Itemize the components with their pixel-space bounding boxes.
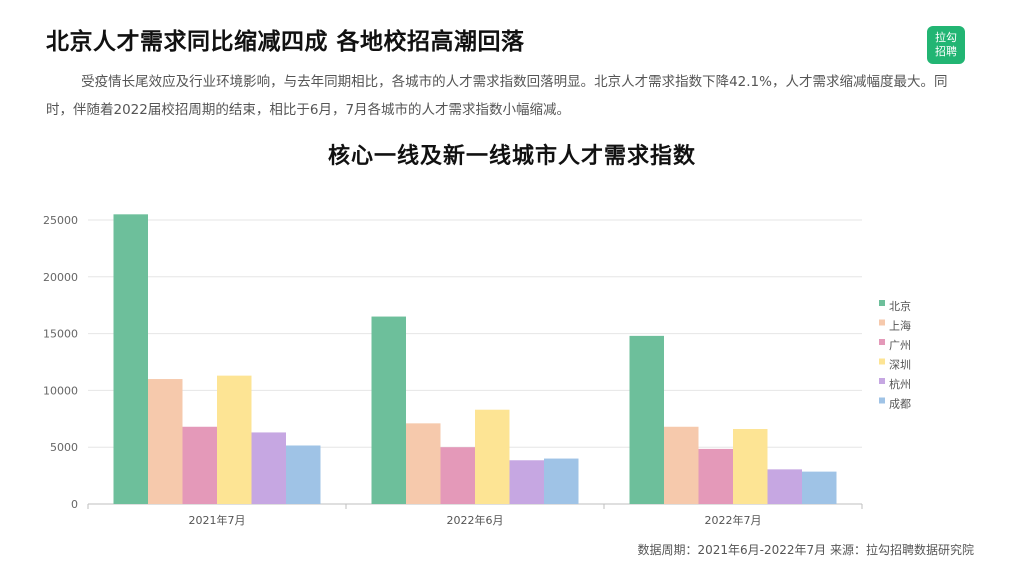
legend-label: 深圳	[889, 359, 911, 372]
x-tick-label: 2022年7月	[705, 513, 762, 527]
y-tick-label: 20000	[43, 271, 78, 284]
x-tick-label: 2021年7月	[189, 513, 246, 527]
y-tick-label: 25000	[43, 214, 78, 227]
source-note: 数据周期：2021年6月-2022年7月 来源：拉勾招聘数据研究院	[637, 543, 975, 557]
legend-swatch	[879, 358, 885, 365]
bar-上海	[148, 379, 183, 504]
bar-上海	[664, 426, 699, 504]
bar-杭州	[251, 432, 286, 504]
intro-paragraph: 受疫情长尾效应及行业环境影响，与去年同期相比，各城市的人才需求指数回落明显。北京…	[46, 74, 948, 118]
bar-深圳	[475, 409, 510, 504]
bar-深圳	[217, 375, 252, 504]
legend-label: 广州	[889, 339, 911, 352]
y-tick-label: 0	[71, 498, 78, 511]
lagou-logo: 拉勾 招聘	[927, 26, 965, 64]
bar-杭州	[509, 460, 544, 504]
bar-成都	[802, 471, 837, 504]
chart-title: 核心一线及新一线城市人才需求指数	[327, 144, 696, 169]
legend-swatch	[879, 378, 885, 384]
legend-swatch	[879, 319, 885, 326]
legend-swatch	[879, 397, 885, 404]
bar-成都	[544, 458, 579, 504]
legend-label: 成都	[889, 398, 911, 411]
legend-label: 杭州	[889, 377, 911, 391]
logo-line-2: 招聘	[935, 45, 957, 58]
legend-label: 北京	[889, 299, 911, 313]
bar-广州	[440, 447, 475, 504]
bar-深圳	[733, 429, 768, 504]
y-tick-label: 5000	[50, 441, 78, 454]
legend-swatch	[879, 300, 885, 306]
bar-广州	[698, 448, 733, 504]
legend-swatch	[879, 339, 885, 345]
y-tick-label: 10000	[43, 384, 78, 397]
y-tick-label: 15000	[43, 328, 78, 341]
legend-label: 上海	[889, 319, 911, 333]
logo-line-1: 拉勾	[935, 31, 957, 44]
bar-杭州	[767, 469, 802, 504]
bar-成都	[286, 445, 321, 504]
bar-北京	[113, 214, 148, 504]
bar-广州	[182, 426, 217, 504]
bar-上海	[406, 423, 441, 504]
bar-北京	[371, 316, 406, 504]
bar-北京	[629, 335, 664, 504]
page-headline: 北京人才需求同比缩减四成 各地校招高潮回落	[46, 29, 525, 55]
x-tick-label: 2022年6月	[447, 513, 504, 527]
